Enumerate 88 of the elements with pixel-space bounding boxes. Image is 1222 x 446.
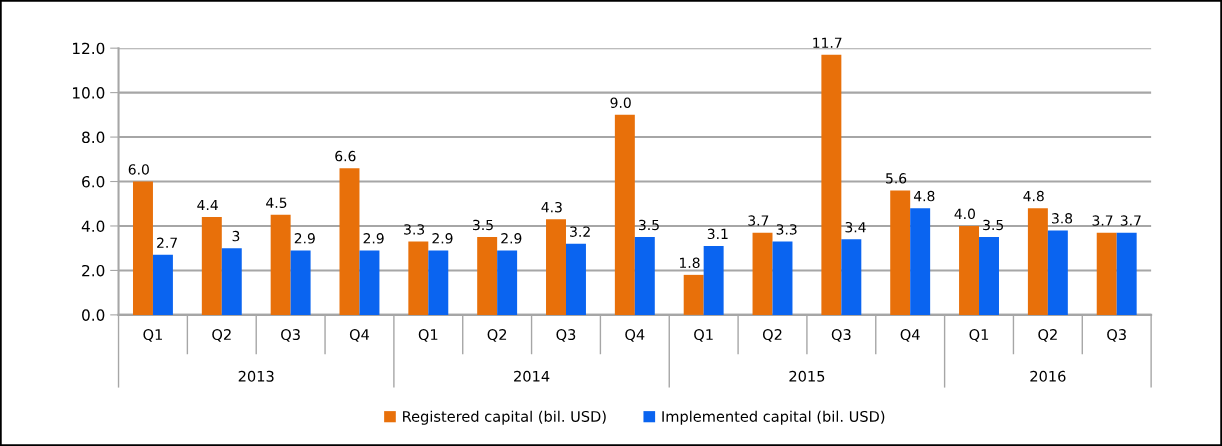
x-tick-label: Q2 bbox=[1038, 329, 1057, 342]
bar bbox=[201, 217, 222, 315]
x-tick-label: Q3 bbox=[556, 329, 576, 342]
y-tick-label: 2.0 bbox=[82, 264, 105, 277]
bar bbox=[565, 243, 586, 315]
x-tick-label: Q2 bbox=[487, 329, 507, 342]
bar bbox=[497, 250, 518, 315]
legend-label: Registered capital (bil. USD) bbox=[403, 410, 606, 425]
data-label: 3.5 bbox=[983, 219, 1004, 231]
data-label: 6.0 bbox=[128, 164, 149, 175]
data-label: 4.4 bbox=[197, 199, 218, 211]
x-tick-label: Q1 bbox=[969, 329, 989, 342]
bar bbox=[339, 168, 360, 315]
data-label: 3.8 bbox=[1052, 213, 1073, 224]
data-label: 3.7 bbox=[1092, 215, 1113, 226]
text: 2013 bbox=[238, 370, 274, 382]
x-tick-label: Q1 bbox=[143, 329, 162, 342]
bar bbox=[132, 181, 153, 315]
data-label: 2.9 bbox=[363, 233, 384, 244]
data-label: 1.8 bbox=[680, 257, 700, 269]
data-label: 3.3 bbox=[404, 224, 425, 235]
y-tick-label: 8.0 bbox=[82, 131, 105, 144]
bar bbox=[979, 237, 999, 315]
bar bbox=[890, 190, 911, 315]
data-label: 4.3 bbox=[541, 201, 562, 213]
data-label: 3.1 bbox=[707, 228, 728, 240]
data-label: 3.7 bbox=[1120, 215, 1141, 226]
data-label: 2.9 bbox=[294, 233, 315, 244]
bar bbox=[959, 225, 980, 315]
bar bbox=[477, 237, 498, 315]
bar bbox=[270, 214, 291, 315]
bar bbox=[1116, 232, 1137, 315]
bar bbox=[1027, 208, 1048, 315]
bar bbox=[634, 237, 655, 315]
bar bbox=[703, 245, 724, 315]
bar bbox=[1047, 230, 1068, 315]
bar bbox=[428, 250, 449, 315]
y-tick-label: 4.0 bbox=[81, 220, 105, 232]
bar bbox=[546, 219, 566, 315]
text: 2016 bbox=[1030, 370, 1066, 382]
bar bbox=[359, 250, 380, 315]
bar bbox=[290, 250, 311, 315]
x-tick-label: Q2 bbox=[762, 329, 782, 342]
data-label: 4.8 bbox=[1023, 190, 1044, 202]
text: 2014 bbox=[514, 370, 550, 382]
data-label: 3.4 bbox=[845, 221, 866, 233]
text: 2015 bbox=[789, 370, 825, 382]
x-tick-label: Q4 bbox=[625, 329, 645, 342]
data-label: 2.7 bbox=[157, 237, 177, 248]
x-tick-label: Q4 bbox=[349, 329, 370, 342]
y-tick-label: 0.0 bbox=[82, 309, 105, 321]
legend-label: Implemented capital (bil. USD) bbox=[662, 410, 885, 425]
x-tick-label: Q2 bbox=[212, 329, 231, 342]
bar bbox=[910, 208, 931, 315]
data-label: 2.9 bbox=[432, 233, 453, 244]
bar bbox=[752, 232, 773, 315]
y-tick-label: 12.0 bbox=[73, 42, 105, 55]
data-label: 3.5 bbox=[473, 219, 493, 231]
bar bbox=[221, 248, 242, 315]
x-tick-label: Q3 bbox=[1107, 329, 1126, 342]
bar bbox=[1096, 232, 1117, 315]
data-label: 4.5 bbox=[266, 197, 287, 208]
bar bbox=[772, 241, 793, 315]
bar bbox=[841, 239, 862, 315]
bar bbox=[152, 254, 173, 315]
data-label: 3.3 bbox=[776, 224, 797, 235]
data-label: 11.7 bbox=[813, 37, 842, 48]
bar bbox=[614, 114, 635, 315]
bar bbox=[821, 54, 842, 315]
x-tick-label: Q4 bbox=[900, 329, 920, 342]
data-label: 3.5 bbox=[638, 219, 659, 231]
bar bbox=[408, 241, 429, 315]
x-tick-label: Q1 bbox=[694, 329, 713, 342]
data-label: 6.6 bbox=[335, 150, 356, 162]
data-label: 3 bbox=[232, 230, 240, 242]
x-tick-label: Q3 bbox=[281, 329, 300, 342]
data-label: 5.6 bbox=[886, 173, 907, 184]
y-tick-label: 6.0 bbox=[82, 175, 105, 188]
data-label: 2.9 bbox=[501, 233, 522, 244]
bar bbox=[683, 274, 704, 315]
y-tick-label: 10.0 bbox=[73, 87, 105, 99]
x-tick-label: Q3 bbox=[831, 329, 851, 342]
data-label: 9.0 bbox=[610, 97, 631, 108]
data-label: 3.7 bbox=[748, 215, 769, 226]
data-label: 4.8 bbox=[913, 190, 935, 202]
x-tick-label: Q1 bbox=[418, 329, 438, 342]
data-label: 4.0 bbox=[954, 208, 975, 220]
data-label: 3.2 bbox=[570, 226, 590, 237]
